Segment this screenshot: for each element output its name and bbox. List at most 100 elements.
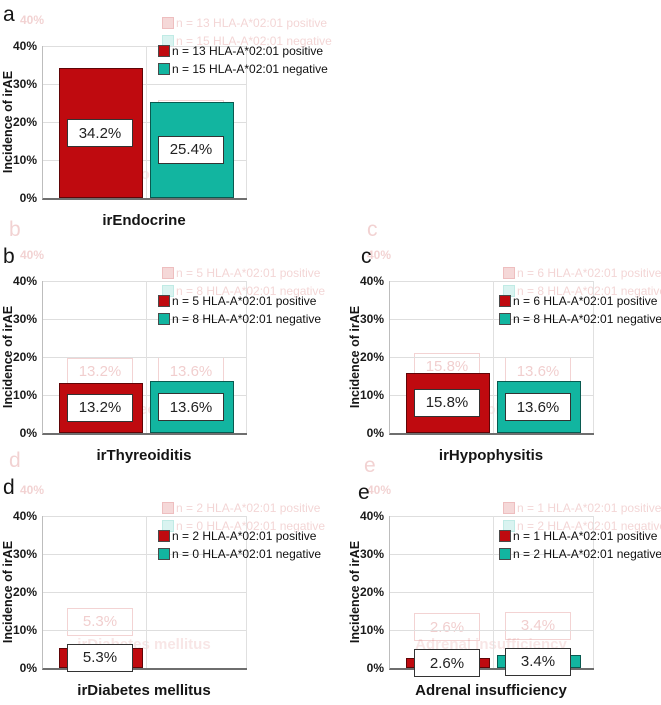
ghost-artifact: 40% [20, 483, 45, 497]
value-label: 13.6% [158, 393, 224, 422]
ghost-swatch-icon [503, 502, 515, 514]
y-tick-label: 40% [12, 274, 37, 288]
y-tick-label: 30% [12, 312, 37, 326]
y-tick-label: 40% [359, 274, 384, 288]
v-gridline [146, 516, 147, 668]
ghost-legend-line: n = 13 HLA-A*02:01 positive [162, 14, 332, 32]
h-gridline [43, 630, 247, 631]
ghost-artifact: n = 13 HLA-A*02:01 positive n = 15 HLA-A*… [162, 14, 332, 50]
y-tick-label: 20% [12, 350, 37, 364]
legend-item: n = 8 HLA-A*02:01 negative [499, 310, 661, 328]
ghost-value-text: 5.3% [82, 613, 118, 631]
legend: n = 13 HLA-A*02:01 positive n = 15 HLA-A*… [158, 42, 328, 78]
panel-d: d 40% n = 2 HLA-A*02:01 positive n = 0 HLA-… [0, 449, 330, 705]
ghost-value-box: 2.6% [414, 613, 480, 642]
legend-item: n = 15 HLA-A*02:01 negative [158, 60, 328, 78]
value-label: 13.6% [505, 393, 571, 422]
h-gridline [43, 84, 247, 85]
ghost-legend-text: n = 0 HLA-A*02:01 negative [176, 519, 326, 533]
ghost-artifact: 40% [367, 248, 392, 262]
v-gridline [593, 281, 594, 433]
y-tick-label: 0% [366, 426, 384, 440]
legend-label: n = 1 HLA-A*02:01 positive [513, 529, 658, 543]
ghost-legend-text: n = 8 HLA-A*02:01 negative [517, 284, 661, 298]
h-gridline [43, 281, 247, 282]
h-gridline [390, 357, 594, 358]
value-text: 13.6% [169, 398, 213, 416]
ghost-legend-text: n = 2 HLA-A*02:01 negative [517, 519, 661, 533]
ghost-value-text: 2.6% [429, 618, 465, 636]
legend-label: n = 6 HLA-A*02:01 positive [513, 294, 658, 308]
h-gridline [390, 281, 594, 282]
legend: n = 1 HLA-A*02:01 positive n = 2 HLA-A*02… [499, 527, 661, 563]
legend-label: n = 13 HLA-A*02:01 positive [172, 44, 324, 58]
y-tick-label: 30% [12, 547, 37, 561]
legend: n = 2 HLA-A*02:01 positive n = 0 HLA-A*02… [158, 527, 321, 563]
ghost-artifact: b [9, 218, 21, 241]
ghost-swatch-icon [162, 502, 174, 514]
ghost-legend-line: n = 2 HLA-A*02:01 positive [162, 499, 325, 517]
h-gridline [43, 357, 247, 358]
ghost-legend-text: n = 2 HLA-A*02:01 positive [176, 501, 321, 515]
y-tick-label: 10% [359, 388, 384, 402]
legend-item: n = 6 HLA-A*02:01 positive [499, 292, 661, 310]
value-label: 15.8% [414, 388, 480, 417]
ghost-legend-text: n = 13 HLA-A*02:01 positive [176, 16, 328, 30]
ghost-value-text: 13.6% [516, 362, 560, 380]
ghost-artifact: n = 2 HLA-A*02:01 positive n = 0 HLA-A*02… [162, 499, 325, 535]
ghost-artifact: n = 6 HLA-A*02:01 positive n = 8 HLA-A*02… [503, 264, 661, 300]
v-gridline [246, 46, 247, 198]
h-gridline [390, 592, 594, 593]
ghost-legend-text: n = 5 HLA-A*02:01 positive [176, 266, 321, 280]
legend-swatch-positive [499, 295, 511, 307]
value-text: 13.2% [78, 399, 122, 417]
h-gridline [390, 395, 594, 396]
ghost-value-text: 13.6% [169, 362, 213, 380]
ghost-legend-line: n = 0 HLA-A*02:01 negative [162, 517, 325, 535]
y-tick-label: 40% [12, 39, 37, 53]
h-gridline [390, 554, 594, 555]
v-gridline [493, 516, 494, 668]
legend-swatch-positive [158, 45, 170, 57]
h-gridline [390, 516, 594, 517]
x-axis-title: irHypophysitis [438, 447, 544, 464]
legend-label: n = 8 HLA-A*02:01 negative [513, 312, 661, 326]
legend-swatch-negative [158, 313, 170, 325]
ghost-value-text: 3.4% [520, 617, 556, 635]
ghost-legend-line: n = 1 HLA-A*02:01 positive [503, 499, 661, 517]
legend-label: n = 2 HLA-A*02:01 negative [513, 547, 661, 561]
ghost-legend-line: n = 5 HLA-A*02:01 positive [162, 264, 325, 282]
legend-swatch-positive [158, 530, 170, 542]
panel-letter: d [3, 476, 15, 499]
x-axis-title: irEndocrine [102, 212, 186, 229]
h-gridline [43, 592, 247, 593]
panel-letter: b [3, 245, 15, 268]
y-tick-label: 0% [19, 191, 37, 205]
ghost-value-text: 13.2% [78, 363, 122, 381]
ghost-artifact: n = 5 HLA-A*02:01 positive n = 8 HLA-A*02… [162, 264, 325, 300]
v-gridline [493, 281, 494, 433]
legend-swatch-positive [499, 530, 511, 542]
v-gridline [246, 516, 247, 668]
panel-c: c 40% n = 6 HLA-A*02:01 positive n = 8 HLA-… [347, 218, 661, 470]
h-gridline [43, 319, 247, 320]
legend-item: n = 2 HLA-A*02:01 positive [158, 527, 321, 545]
h-gridline [43, 516, 247, 517]
h-gridline [43, 46, 247, 47]
legend: n = 5 HLA-A*02:01 positive n = 8 HLA-A*02… [158, 292, 321, 328]
panel-letter: c [361, 245, 372, 268]
legend-swatch-negative [499, 548, 511, 560]
ghost-artifact: 40% [367, 483, 392, 497]
ghost-artifact: d [9, 449, 21, 472]
value-label: 25.4% [158, 135, 224, 164]
ghost-legend-text: n = 6 HLA-A*02:01 positive [517, 266, 661, 280]
legend-item: n = 5 HLA-A*02:01 positive [158, 292, 321, 310]
y-tick-label: 0% [19, 426, 37, 440]
v-gridline [146, 46, 147, 198]
panel-letter: a [3, 3, 15, 26]
panel-b: b 40% n = 5 HLA-A*02:01 positive n = 8 HLA-… [0, 218, 330, 470]
ghost-legend-text: n = 15 HLA-A*02:01 negative [176, 34, 332, 48]
h-gridline [43, 160, 247, 161]
y-tick-label: 20% [359, 585, 384, 599]
y-tick-label: 10% [12, 153, 37, 167]
